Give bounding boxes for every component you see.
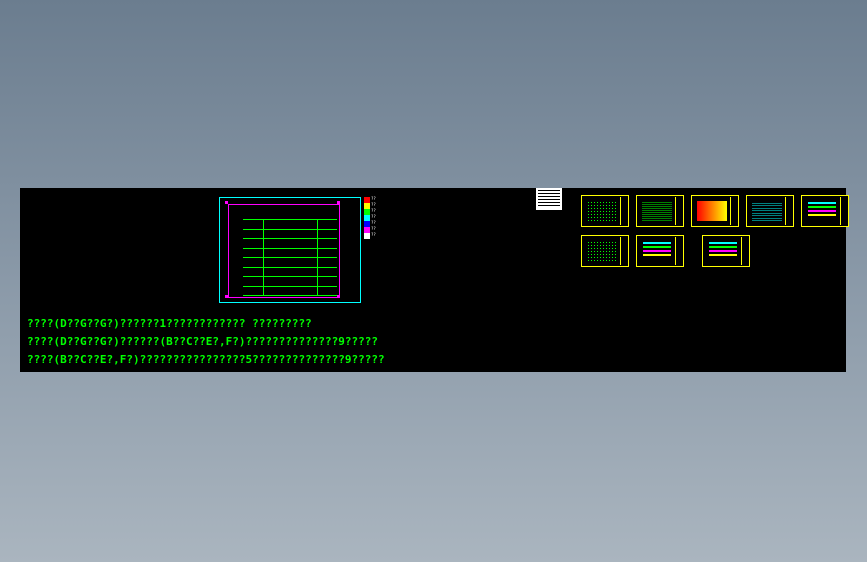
sheet-bar bbox=[808, 206, 836, 208]
sheet-titleblock bbox=[620, 197, 627, 225]
sheet-bar bbox=[643, 250, 671, 252]
note-line: ????(D??G??G?)??????1???????????? ??????… bbox=[27, 315, 385, 333]
sheet-bar bbox=[643, 246, 671, 248]
sheet-bar bbox=[808, 214, 836, 216]
sheet-thumbnail[interactable] bbox=[581, 195, 629, 227]
title-stamp bbox=[536, 188, 562, 210]
note-line: ????(D??G??G?)??????(B??C??E?,F?)???????… bbox=[27, 333, 385, 351]
grid-line-h bbox=[243, 295, 337, 296]
sheet-titleblock bbox=[675, 197, 682, 225]
dim-mark bbox=[225, 201, 228, 204]
sheet-bar bbox=[643, 242, 671, 244]
sheet-titleblock bbox=[730, 197, 737, 225]
sheet-content bbox=[639, 198, 675, 224]
sheet-content bbox=[694, 198, 730, 224]
dim-mark bbox=[337, 201, 340, 204]
sheet-fill bbox=[752, 201, 782, 221]
grid-line-h bbox=[243, 248, 337, 249]
sheet-thumbnail[interactable] bbox=[636, 195, 684, 227]
sheet-bar bbox=[709, 250, 737, 252]
sheet-content bbox=[584, 238, 620, 264]
sheet-titleblock bbox=[675, 237, 682, 265]
building-plan-outline bbox=[228, 204, 340, 298]
legend-row: ?? bbox=[364, 233, 380, 238]
sheet-content bbox=[749, 198, 785, 224]
sheet-thumbnail[interactable] bbox=[746, 195, 794, 227]
grid-line-v bbox=[263, 219, 264, 295]
grid-line-h bbox=[243, 219, 337, 220]
layer-legend: ?????????????? bbox=[364, 197, 380, 243]
sheet-fill bbox=[587, 201, 617, 221]
grid-line-h bbox=[243, 229, 337, 230]
sheet-thumbnail[interactable] bbox=[702, 235, 750, 267]
grid-line-h bbox=[243, 257, 337, 258]
sheet-titleblock bbox=[840, 197, 847, 225]
legend-label: ?? bbox=[371, 233, 376, 238]
sheet-bar bbox=[709, 242, 737, 244]
dim-mark bbox=[225, 295, 228, 298]
sheet-titleblock bbox=[785, 197, 792, 225]
sheet-fill bbox=[587, 241, 617, 261]
sheet-bar bbox=[808, 210, 836, 212]
sheet-titleblock bbox=[620, 237, 627, 265]
note-line: ????(B??C??E?,F?)????????????????5??????… bbox=[27, 351, 385, 369]
sheet-thumbnail[interactable] bbox=[581, 235, 629, 267]
sheet-fill bbox=[642, 201, 672, 221]
grid-line-h bbox=[243, 286, 337, 287]
sheet-bar bbox=[709, 254, 737, 256]
sheet-thumbnail[interactable] bbox=[636, 235, 684, 267]
stamp-row bbox=[538, 203, 560, 206]
grid-line-h bbox=[243, 267, 337, 268]
main-drawing-frame[interactable] bbox=[219, 197, 361, 303]
sheet-thumbnail[interactable] bbox=[691, 195, 739, 227]
sheet-titleblock bbox=[741, 237, 748, 265]
drawing-notes: ????(D??G??G?)??????1???????????? ??????… bbox=[27, 315, 385, 369]
sheet-fill bbox=[697, 201, 727, 221]
sheet-bar bbox=[709, 246, 737, 248]
dim-mark bbox=[337, 295, 340, 298]
legend-swatch bbox=[364, 233, 370, 239]
grid-line-h bbox=[243, 276, 337, 277]
structural-grid bbox=[243, 219, 337, 295]
grid-line-v bbox=[317, 219, 318, 295]
cad-viewport[interactable]: ?????????????? ????(D??G??G?)??????1????… bbox=[20, 188, 846, 372]
sheet-thumbnail[interactable] bbox=[801, 195, 849, 227]
sheet-content bbox=[584, 198, 620, 224]
sheet-bar bbox=[808, 202, 836, 204]
grid-line-h bbox=[243, 238, 337, 239]
sheet-bar bbox=[643, 254, 671, 256]
